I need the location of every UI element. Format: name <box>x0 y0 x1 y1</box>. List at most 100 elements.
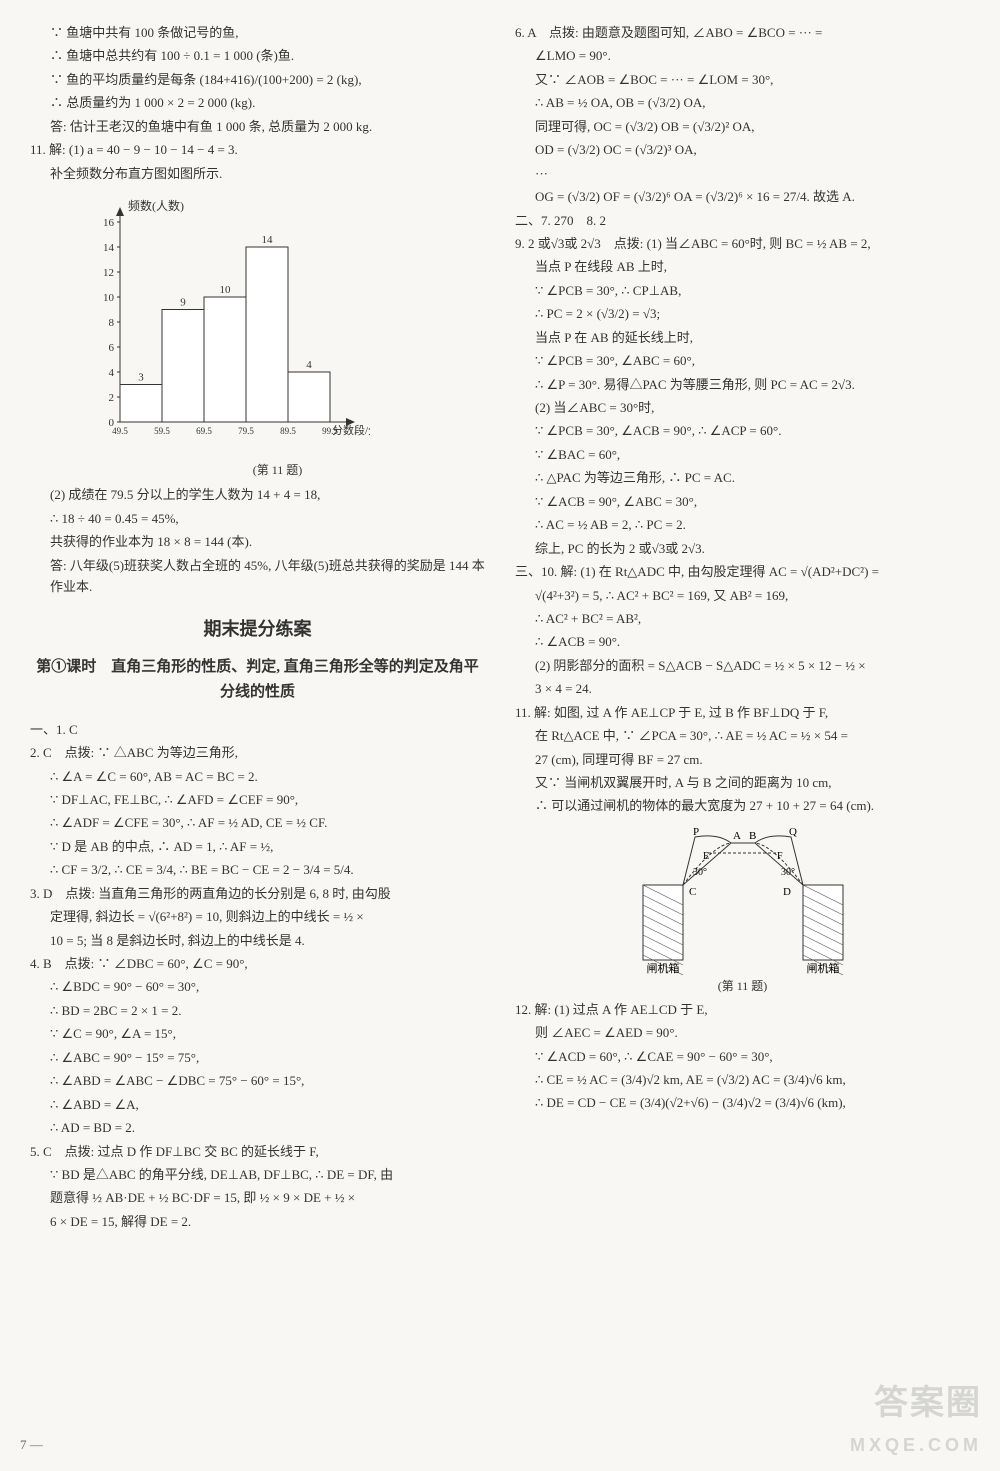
text-line: ∴ CE = ½ AC = (3/4)√2 km, AE = (√3/2) AC… <box>515 1069 970 1090</box>
text-line: ∴ AC = ½ AB = 2, ∴ PC = 2. <box>515 514 970 535</box>
page-number: 7 — <box>20 1434 43 1455</box>
svg-text:69.5: 69.5 <box>196 426 212 436</box>
chart-caption: (第 11 题) <box>70 461 485 481</box>
text-line: 共获得的作业本为 18 × 8 = 144 (本). <box>30 531 485 552</box>
text-line: 综上, PC 的长为 2 或√3或 2√3. <box>515 538 970 559</box>
text-line: ∵ ∠PCB = 30°, ∴ CP⊥AB, <box>515 280 970 301</box>
text-line: ∴ AC² + BC² = AB², <box>515 608 970 629</box>
text-line: 11. 解: (1) a = 40 − 9 − 10 − 14 − 4 = 3. <box>30 139 485 160</box>
svg-text:P: P <box>693 826 699 838</box>
svg-text:8: 8 <box>109 317 115 329</box>
text-line: ∵ 鱼的平均质量约是每条 (184+416)/(100+200) = 2 (kg… <box>30 69 485 90</box>
text-line: ∴ DE = CD − CE = (3/4)(√2+√6) − (3/4)√2 … <box>515 1092 970 1113</box>
text-line: ∴ 可以通过闸机的物体的最大宽度为 27 + 10 + 27 = 64 (cm)… <box>515 795 970 816</box>
text-line: 12. 解: (1) 过点 A 作 AE⊥CD 于 E, <box>515 999 970 1020</box>
text-line: 当点 P 在线段 AB 上时, <box>515 256 970 277</box>
svg-text:F: F <box>777 851 783 862</box>
text-line: ∴ 鱼塘中总共约有 100 ÷ 0.1 = 1 000 (条)鱼. <box>30 45 485 66</box>
text-line: 在 Rt△ACE 中, ∵ ∠PCA = 30°, ∴ AE = ½ AC = … <box>515 725 970 746</box>
text-line: ∴ CF = 3/2, ∴ CE = 3/4, ∴ BE = BC − CE =… <box>30 859 485 880</box>
text-line: (2) 阴影部分的面积 = S△ACB − S△ADC = ½ × 5 × 12… <box>515 655 970 676</box>
text-line: ∴ ∠A = ∠C = 60°, AB = AC = BC = 2. <box>30 766 485 787</box>
svg-text:B: B <box>749 830 756 842</box>
text-line: ∵ ∠ACB = 90°, ∠ABC = 30°, <box>515 491 970 512</box>
subsection-title: 第①课时 直角三角形的性质、判定, 直角三角形全等的判定及角平分线的性质 <box>30 655 485 705</box>
watermark: 答案圈 MXQE.COM <box>850 1375 982 1461</box>
text-line: ∵ ∠BAC = 60°, <box>515 444 970 465</box>
text-line: ∴ ∠ACB = 90°. <box>515 631 970 652</box>
text-line: 4. B 点拨: ∵ ∠DBC = 60°, ∠C = 90°, <box>30 953 485 974</box>
text-line: 同理可得, OC = (√3/2) OB = (√3/2)² OA, <box>515 116 970 137</box>
text-line: 5. C 点拨: 过点 D 作 DF⊥BC 交 BC 的延长线于 F, <box>30 1141 485 1162</box>
text-line: 6. A 点拨: 由题意及题图可知, ∠ABO = ∠BCO = ··· = <box>515 22 970 43</box>
text-line: 6 × DE = 15, 解得 DE = 2. <box>30 1211 485 1232</box>
text-line: ∵ ∠PCB = 30°, ∠ABC = 60°, <box>515 350 970 371</box>
text-line: ∠LMO = 90°. <box>515 45 970 66</box>
text-line: 10 = 5; 当 8 是斜边长时, 斜边上的中线长是 4. <box>30 930 485 951</box>
text-line: ∴ AB = ½ OA, OB = (√3/2) OA, <box>515 92 970 113</box>
text-line: ∴ ∠ABD = ∠A, <box>30 1094 485 1115</box>
svg-text:12: 12 <box>103 267 114 279</box>
text-line: ∵ 鱼塘中共有 100 条做记号的鱼, <box>30 22 485 43</box>
svg-text:频数(人数): 频数(人数) <box>128 198 184 213</box>
text-line: ∵ ∠ACD = 60°, ∴ ∠CAE = 90° − 60° = 30°, <box>515 1046 970 1067</box>
svg-text:59.5: 59.5 <box>154 426 170 436</box>
text-line: 一、1. C <box>30 719 485 740</box>
text-line: ∴ ∠ABC = 90° − 15° = 75°, <box>30 1047 485 1068</box>
svg-text:E: E <box>703 851 709 862</box>
text-line: ∴ ∠P = 30°. 易得△PAC 为等腰三角形, 则 PC = AC = 2… <box>515 374 970 395</box>
text-line: ∴ PC = 2 × (√3/2) = √3; <box>515 303 970 324</box>
svg-text:30°: 30° <box>693 867 707 878</box>
text-line: ∴ ∠ABD = ∠ABC − ∠DBC = 75° − 60° = 15°, <box>30 1070 485 1091</box>
text-line: ∴ BD = 2BC = 2 × 1 = 2. <box>30 1000 485 1021</box>
text-line: ∴ 总质量约为 1 000 × 2 = 2 000 (kg). <box>30 92 485 113</box>
diagram-caption: (第 11 题) <box>515 977 970 997</box>
section-title: 期末提分练案 <box>30 615 485 645</box>
svg-text:A: A <box>733 830 741 842</box>
svg-text:89.5: 89.5 <box>280 426 296 436</box>
svg-text:14: 14 <box>262 234 274 246</box>
text-line: 则 ∠AEC = ∠AED = 90°. <box>515 1022 970 1043</box>
svg-text:16: 16 <box>103 217 115 229</box>
svg-text:分数段/分: 分数段/分 <box>332 423 370 437</box>
text-line: 2. C 点拨: ∵ △ABC 为等边三角形, <box>30 742 485 763</box>
text-line: √(4²+3²) = 5, ∴ AC² + BC² = 169, 又 AB² =… <box>515 585 970 606</box>
text-line: 答: 八年级(5)班获奖人数占全班的 45%, 八年级(5)班总共获得的奖励是 … <box>30 555 485 598</box>
svg-text:79.5: 79.5 <box>238 426 254 436</box>
text-line: 三、10. 解: (1) 在 Rt△ADC 中, 由勾股定理得 AC = √(A… <box>515 561 970 582</box>
left-column: ∵ 鱼塘中共有 100 条做记号的鱼, ∴ 鱼塘中总共约有 100 ÷ 0.1 … <box>30 20 485 1234</box>
text-line: ∵ DF⊥AC, FE⊥BC, ∴ ∠AFD = ∠CEF = 90°, <box>30 789 485 810</box>
watermark-sub: MXQE.COM <box>850 1431 982 1461</box>
text-line: ∴ AD = BD = 2. <box>30 1117 485 1138</box>
text-line: ∴ 18 ÷ 40 = 0.45 = 45%, <box>30 508 485 529</box>
text-line: ··· <box>515 163 970 184</box>
text-line: ∵ ∠PCB = 30°, ∠ACB = 90°, ∴ ∠ACP = 60°. <box>515 420 970 441</box>
text-line: 11. 解: 如图, 过 A 作 AE⊥CP 于 E, 过 B 作 BF⊥DQ … <box>515 702 970 723</box>
svg-text:14: 14 <box>103 242 115 254</box>
text-line: OG = (√3/2) OF = (√3/2)⁶ OA = (√3/2)⁶ × … <box>515 186 970 207</box>
svg-text:4: 4 <box>109 367 115 379</box>
svg-text:49.5: 49.5 <box>112 426 128 436</box>
text-line: 9. 2 或√3或 2√3 点拨: (1) 当∠ABC = 60°时, 则 BC… <box>515 233 970 254</box>
text-line: (2) 当∠ABC = 30°时, <box>515 397 970 418</box>
text-line: 3. D 点拨: 当直角三角形的两直角边的长分别是 6, 8 时, 由勾股 <box>30 883 485 904</box>
text-line: 27 (cm), 同理可得 BF = 27 cm. <box>515 749 970 770</box>
svg-text:3: 3 <box>138 372 144 384</box>
text-line: 3 × 4 = 24. <box>515 678 970 699</box>
text-line: 答: 估计王老汉的鱼塘中有鱼 1 000 条, 总质量为 2 000 kg. <box>30 116 485 137</box>
text-line: 又∵ 当闸机双翼展开时, A 与 B 之间的距离为 10 cm, <box>515 772 970 793</box>
text-line: 二、7. 270 8. 2 <box>515 210 970 231</box>
text-line: ∴ △PAC 为等边三角形, ∴ PC = AC. <box>515 467 970 488</box>
text-line: 当点 P 在 AB 的延长线上时, <box>515 327 970 348</box>
svg-text:C: C <box>689 886 696 898</box>
svg-text:闸机箱: 闸机箱 <box>806 961 839 975</box>
svg-text:10: 10 <box>220 284 232 296</box>
text-line: ∵ ∠C = 90°, ∠A = 15°, <box>30 1023 485 1044</box>
text-line: ∴ ∠BDC = 90° − 60° = 30°, <box>30 976 485 997</box>
svg-text:4: 4 <box>306 359 312 371</box>
watermark-main: 答案圈 <box>874 1384 982 1422</box>
text-line: 又∵ ∠AOB = ∠BOC = ··· = ∠LOM = 30°, <box>515 69 970 90</box>
svg-text:6: 6 <box>109 342 115 354</box>
text-line: OD = (√3/2) OC = (√3/2)³ OA, <box>515 139 970 160</box>
svg-text:闸机箱: 闸机箱 <box>646 961 679 975</box>
